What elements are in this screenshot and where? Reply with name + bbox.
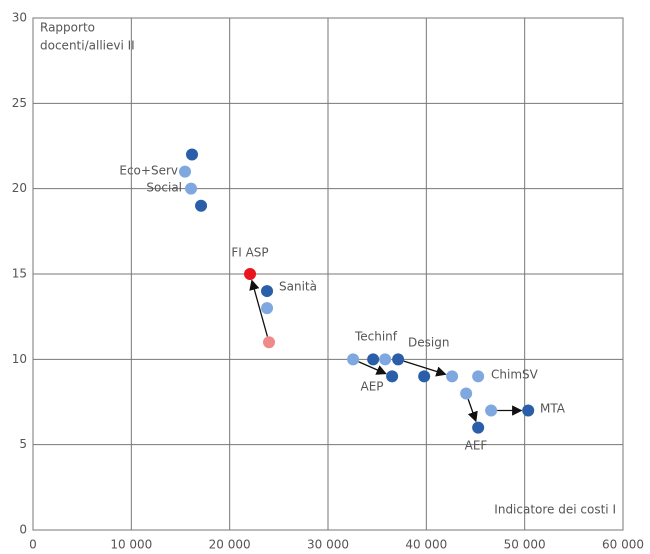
y-tick-label: 25 bbox=[12, 96, 27, 110]
point bbox=[195, 199, 208, 212]
annotation: ChimSV bbox=[491, 368, 539, 382]
annotation: Social bbox=[146, 181, 182, 195]
arrow bbox=[467, 398, 478, 423]
point bbox=[485, 404, 498, 417]
arrow bbox=[403, 360, 447, 377]
point bbox=[522, 404, 535, 417]
annotation: FI ASP bbox=[231, 246, 268, 260]
y-tick-label: 20 bbox=[12, 181, 27, 195]
point bbox=[186, 148, 199, 161]
x-tick-label: 60 000 bbox=[602, 538, 644, 552]
point bbox=[347, 353, 360, 366]
point bbox=[261, 285, 274, 298]
x-tick-label: 0 bbox=[29, 538, 37, 552]
annotation: Eco+Serv bbox=[119, 164, 178, 178]
point bbox=[379, 353, 392, 366]
annotation: Techinf bbox=[354, 330, 398, 344]
point bbox=[179, 165, 192, 178]
point bbox=[386, 370, 399, 383]
x-tick-label: 40 000 bbox=[405, 538, 447, 552]
point bbox=[263, 336, 275, 349]
point bbox=[261, 302, 274, 315]
point bbox=[472, 370, 485, 383]
point bbox=[472, 421, 485, 434]
x-tick-label: 50 000 bbox=[504, 538, 546, 552]
point bbox=[392, 353, 405, 366]
annotation: Design bbox=[408, 336, 449, 350]
y-tick-label: 30 bbox=[12, 11, 27, 25]
y-tick-label: 15 bbox=[12, 267, 27, 281]
annotation: AEF bbox=[465, 439, 488, 453]
x-tick-label: 30 000 bbox=[307, 538, 349, 552]
annotation: AEP bbox=[360, 380, 383, 394]
arrow bbox=[358, 361, 387, 375]
x-tick-label: 10 000 bbox=[110, 538, 152, 552]
point bbox=[244, 268, 257, 280]
annotation: Sanità bbox=[279, 280, 317, 294]
y-axis-label: Rapporto bbox=[40, 21, 95, 35]
arrow bbox=[249, 279, 269, 337]
point bbox=[367, 353, 380, 366]
point bbox=[446, 370, 459, 383]
point bbox=[418, 370, 431, 383]
point bbox=[185, 182, 198, 195]
x-axis-label: Indicatore dei costi I bbox=[494, 503, 616, 517]
x-tick-label: 20 000 bbox=[209, 538, 251, 552]
y-tick-label: 10 bbox=[12, 352, 27, 366]
point bbox=[460, 387, 473, 400]
y-tick-label: 0 bbox=[19, 523, 27, 537]
y-axis-label: docenti/allievi II bbox=[40, 39, 135, 53]
y-tick-label: 5 bbox=[19, 437, 27, 451]
annotation: MTA bbox=[540, 402, 566, 416]
